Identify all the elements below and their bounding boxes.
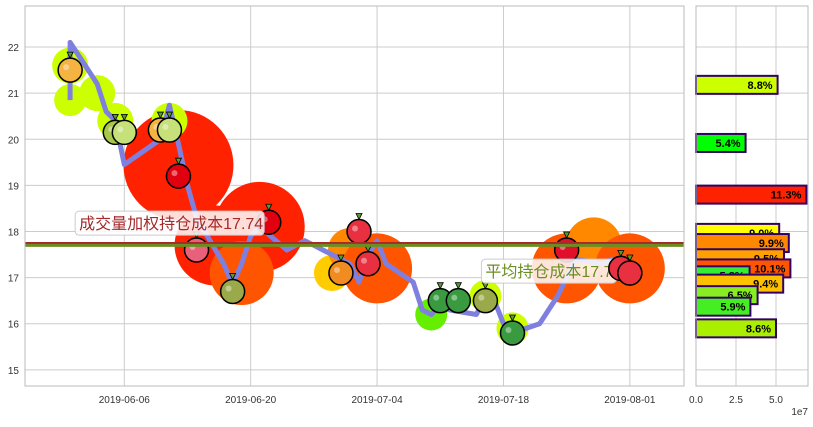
marker-highlight xyxy=(478,294,485,301)
marker-leaf xyxy=(562,231,571,239)
watermelon-icon xyxy=(346,213,372,245)
marker-leaf xyxy=(174,157,183,166)
volume-bar-label: 8.6% xyxy=(746,323,771,335)
side-x-tick-label: 0.0 xyxy=(689,395,703,406)
volume-blob xyxy=(79,75,116,112)
cost-label-box xyxy=(74,210,265,236)
side-x-tick-label: 2.5 xyxy=(729,395,743,406)
pear-icon xyxy=(219,273,246,305)
y-tick-label: 16 xyxy=(8,320,20,331)
cost-label: 成交量加权持仓成本17.74 xyxy=(79,215,263,233)
marker-leaf xyxy=(436,282,444,290)
marker-leaf xyxy=(66,51,74,59)
marker-leaf xyxy=(626,254,634,262)
volume-bar-label: 8.8% xyxy=(748,80,773,92)
marker-highlight xyxy=(162,124,169,131)
main-plot-frame xyxy=(24,5,685,387)
side-x-offset-label: 1e7 xyxy=(791,407,808,418)
y-tick-label: 19 xyxy=(8,181,20,192)
marker-leaf xyxy=(454,282,462,290)
x-tick-label: 2019-06-20 xyxy=(225,395,277,406)
pineapple-icon xyxy=(57,51,83,83)
melon-icon xyxy=(427,282,454,314)
kiwi-icon xyxy=(156,111,183,143)
marker-highlight xyxy=(361,257,368,264)
marker-body xyxy=(328,260,354,286)
main-grid xyxy=(25,6,684,386)
y-tick-label: 18 xyxy=(8,228,20,239)
y-tick-label: 15 xyxy=(8,366,20,377)
marker-highlight xyxy=(505,326,512,333)
marker-leaf xyxy=(508,314,517,322)
marker-leaf xyxy=(265,203,273,212)
volume-bar-label: 10.1% xyxy=(754,263,785,275)
side-axis-ticks: 0.0 2.5 5.0 xyxy=(689,395,783,406)
side-plot-frame xyxy=(695,5,809,387)
cost-label: 平均持仓成本17.7 xyxy=(485,263,612,281)
watermelon-icon xyxy=(617,260,643,286)
marker-leaf xyxy=(156,111,165,119)
volume-bar-label: 9.4% xyxy=(753,279,778,291)
x-tick-label: 2019-07-18 xyxy=(478,395,530,406)
volume-bar-label: 9.9% xyxy=(759,238,784,250)
marker-body xyxy=(156,117,183,143)
marker-body xyxy=(499,320,526,346)
melon-icon xyxy=(499,314,526,346)
marker-body xyxy=(472,287,499,314)
side-x-tick-label: 5.0 xyxy=(769,395,783,406)
carrot-icon xyxy=(328,254,354,286)
volume-blobs xyxy=(52,47,665,345)
cost-lines: 成交量加权持仓成本17.74 平均持仓成本17.7 xyxy=(25,210,684,286)
marker-body xyxy=(445,287,472,314)
marker-body xyxy=(183,237,210,263)
marker-body xyxy=(346,218,372,245)
volume-bar-label: 5.4% xyxy=(716,138,741,150)
marker-body xyxy=(165,163,192,189)
melon-icon xyxy=(445,282,472,314)
marker-leaf xyxy=(617,250,625,258)
marker-highlight xyxy=(433,294,440,301)
volume-bar-label: 5.9% xyxy=(720,302,745,314)
apple-icon xyxy=(165,157,192,189)
y-tick-label: 21 xyxy=(8,89,20,100)
y-tick-label: 20 xyxy=(8,135,20,146)
marker-highlight xyxy=(225,285,232,292)
volume-profile-bars: 8.8%5.4%11.3%9.0%9.9%9.5%10.1%5.8%9.4%6.… xyxy=(695,74,808,339)
marker-body xyxy=(553,237,580,263)
volume-bar-label: 11.3% xyxy=(771,190,802,202)
marker-leaf xyxy=(355,213,363,221)
x-tick-label: 2019-08-01 xyxy=(604,395,656,406)
marker-body xyxy=(111,119,138,146)
marker-leaf xyxy=(111,113,119,122)
marker-leaf xyxy=(337,254,345,262)
marker-highlight xyxy=(171,170,178,177)
marker-highlight xyxy=(352,225,359,232)
marker-highlight xyxy=(333,267,340,274)
marker-highlight xyxy=(451,294,458,301)
y-tick-label: 22 xyxy=(8,43,20,54)
x-tick-label: 2019-06-06 xyxy=(99,395,151,406)
marker-body xyxy=(219,278,246,305)
marker-leaf xyxy=(120,113,128,122)
main-axis-ticks: 15 16 17 18 19 20 21 22 2019-06-06 2019-06-20 2019… xyxy=(8,43,656,406)
fruit-markers xyxy=(57,51,643,346)
marker-highlight xyxy=(117,126,124,133)
marker-highlight xyxy=(63,64,70,71)
marker-leaf xyxy=(165,111,174,119)
y-tick-label: 17 xyxy=(8,274,20,285)
x-tick-label: 2019-07-04 xyxy=(351,395,403,406)
marker-body xyxy=(355,251,381,277)
marker-body xyxy=(57,57,83,83)
kiwi-icon xyxy=(111,113,138,146)
marker-leaf xyxy=(228,273,237,281)
